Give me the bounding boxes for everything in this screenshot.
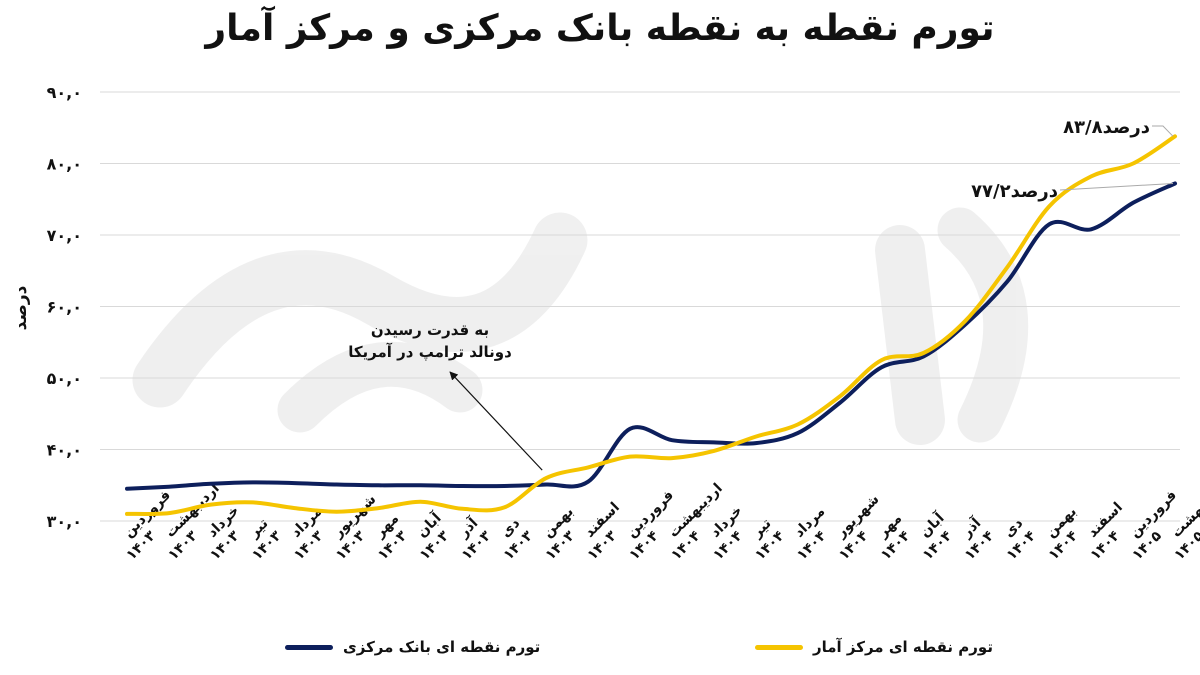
y-tick-label: ۵۰,۰ [47, 369, 82, 388]
watermark-logo [132, 207, 1029, 445]
y-tick-label: ۷۰,۰ [47, 226, 82, 245]
x-tick-label: خرداد۱۴۰۳ [194, 503, 255, 564]
leader-line-statistics-center [1152, 125, 1174, 137]
annotation-trump-line2: دونالد ترامپ در آمریکا [348, 343, 512, 361]
legend-swatch-central-bank [285, 644, 333, 650]
y-tick-label: ۳۰,۰ [47, 512, 82, 531]
x-tick-label: مهر۱۴۰۴ [865, 511, 918, 564]
x-tick-label: بهمن۱۴۰۴ [1033, 504, 1093, 564]
x-tick-label: بهمن۱۴۰۳ [530, 504, 590, 564]
annotation-trump-line1: به قدرت رسیدن [371, 321, 489, 339]
y-tick-label: ۶۰,۰ [47, 298, 82, 317]
legend-item-central-bank: تورم نقطه ای بانک مرکزی [285, 638, 540, 656]
series-line-statistics-center [125, 134, 1177, 517]
legend-swatch-statistics-center [755, 644, 803, 650]
legend-label-statistics-center: تورم نقطه ای مرکز آمار [813, 638, 993, 656]
x-tick-label: آبان۱۴۰۳ [403, 508, 458, 563]
x-tick-label: دی۱۴۰۴ [991, 515, 1040, 564]
x-tick-label: آبان۱۴۰۴ [906, 508, 961, 563]
y-tick-label: ۸۰,۰ [47, 155, 82, 174]
x-tick-label: مهر۱۴۰۳ [362, 511, 415, 564]
y-axis-label: درصد [11, 285, 31, 330]
legend-item-statistics-center: تورم نقطه ای مرکز آمار [755, 638, 993, 656]
x-tick-label: دی۱۴۰۳ [488, 515, 537, 564]
y-tick-label: ۴۰,۰ [47, 441, 82, 460]
end-label-statistics-center: ۸۳/۸درصد [1063, 117, 1150, 138]
x-tick-label: خرداد۱۴۰۴ [697, 503, 758, 564]
x-tick-label: تیر۱۴۰۴ [739, 515, 788, 564]
x-tick-label: تیر۱۴۰۳ [236, 515, 285, 564]
y-tick-label: ۹۰,۰ [47, 83, 82, 102]
legend-label-central-bank: تورم نقطه ای بانک مرکزی [343, 638, 541, 656]
annotation-arrow [449, 371, 543, 471]
chart-title: تورم نقطه به نقطه بانک مرکزی و مرکز آمار [205, 8, 995, 49]
x-tick-label: مرداد۱۴۰۴ [781, 504, 841, 564]
end-label-central-bank: ۷۷/۲درصد [971, 181, 1058, 202]
series-line-central-bank [125, 181, 1177, 491]
leader-line-central-bank [1059, 183, 1174, 191]
